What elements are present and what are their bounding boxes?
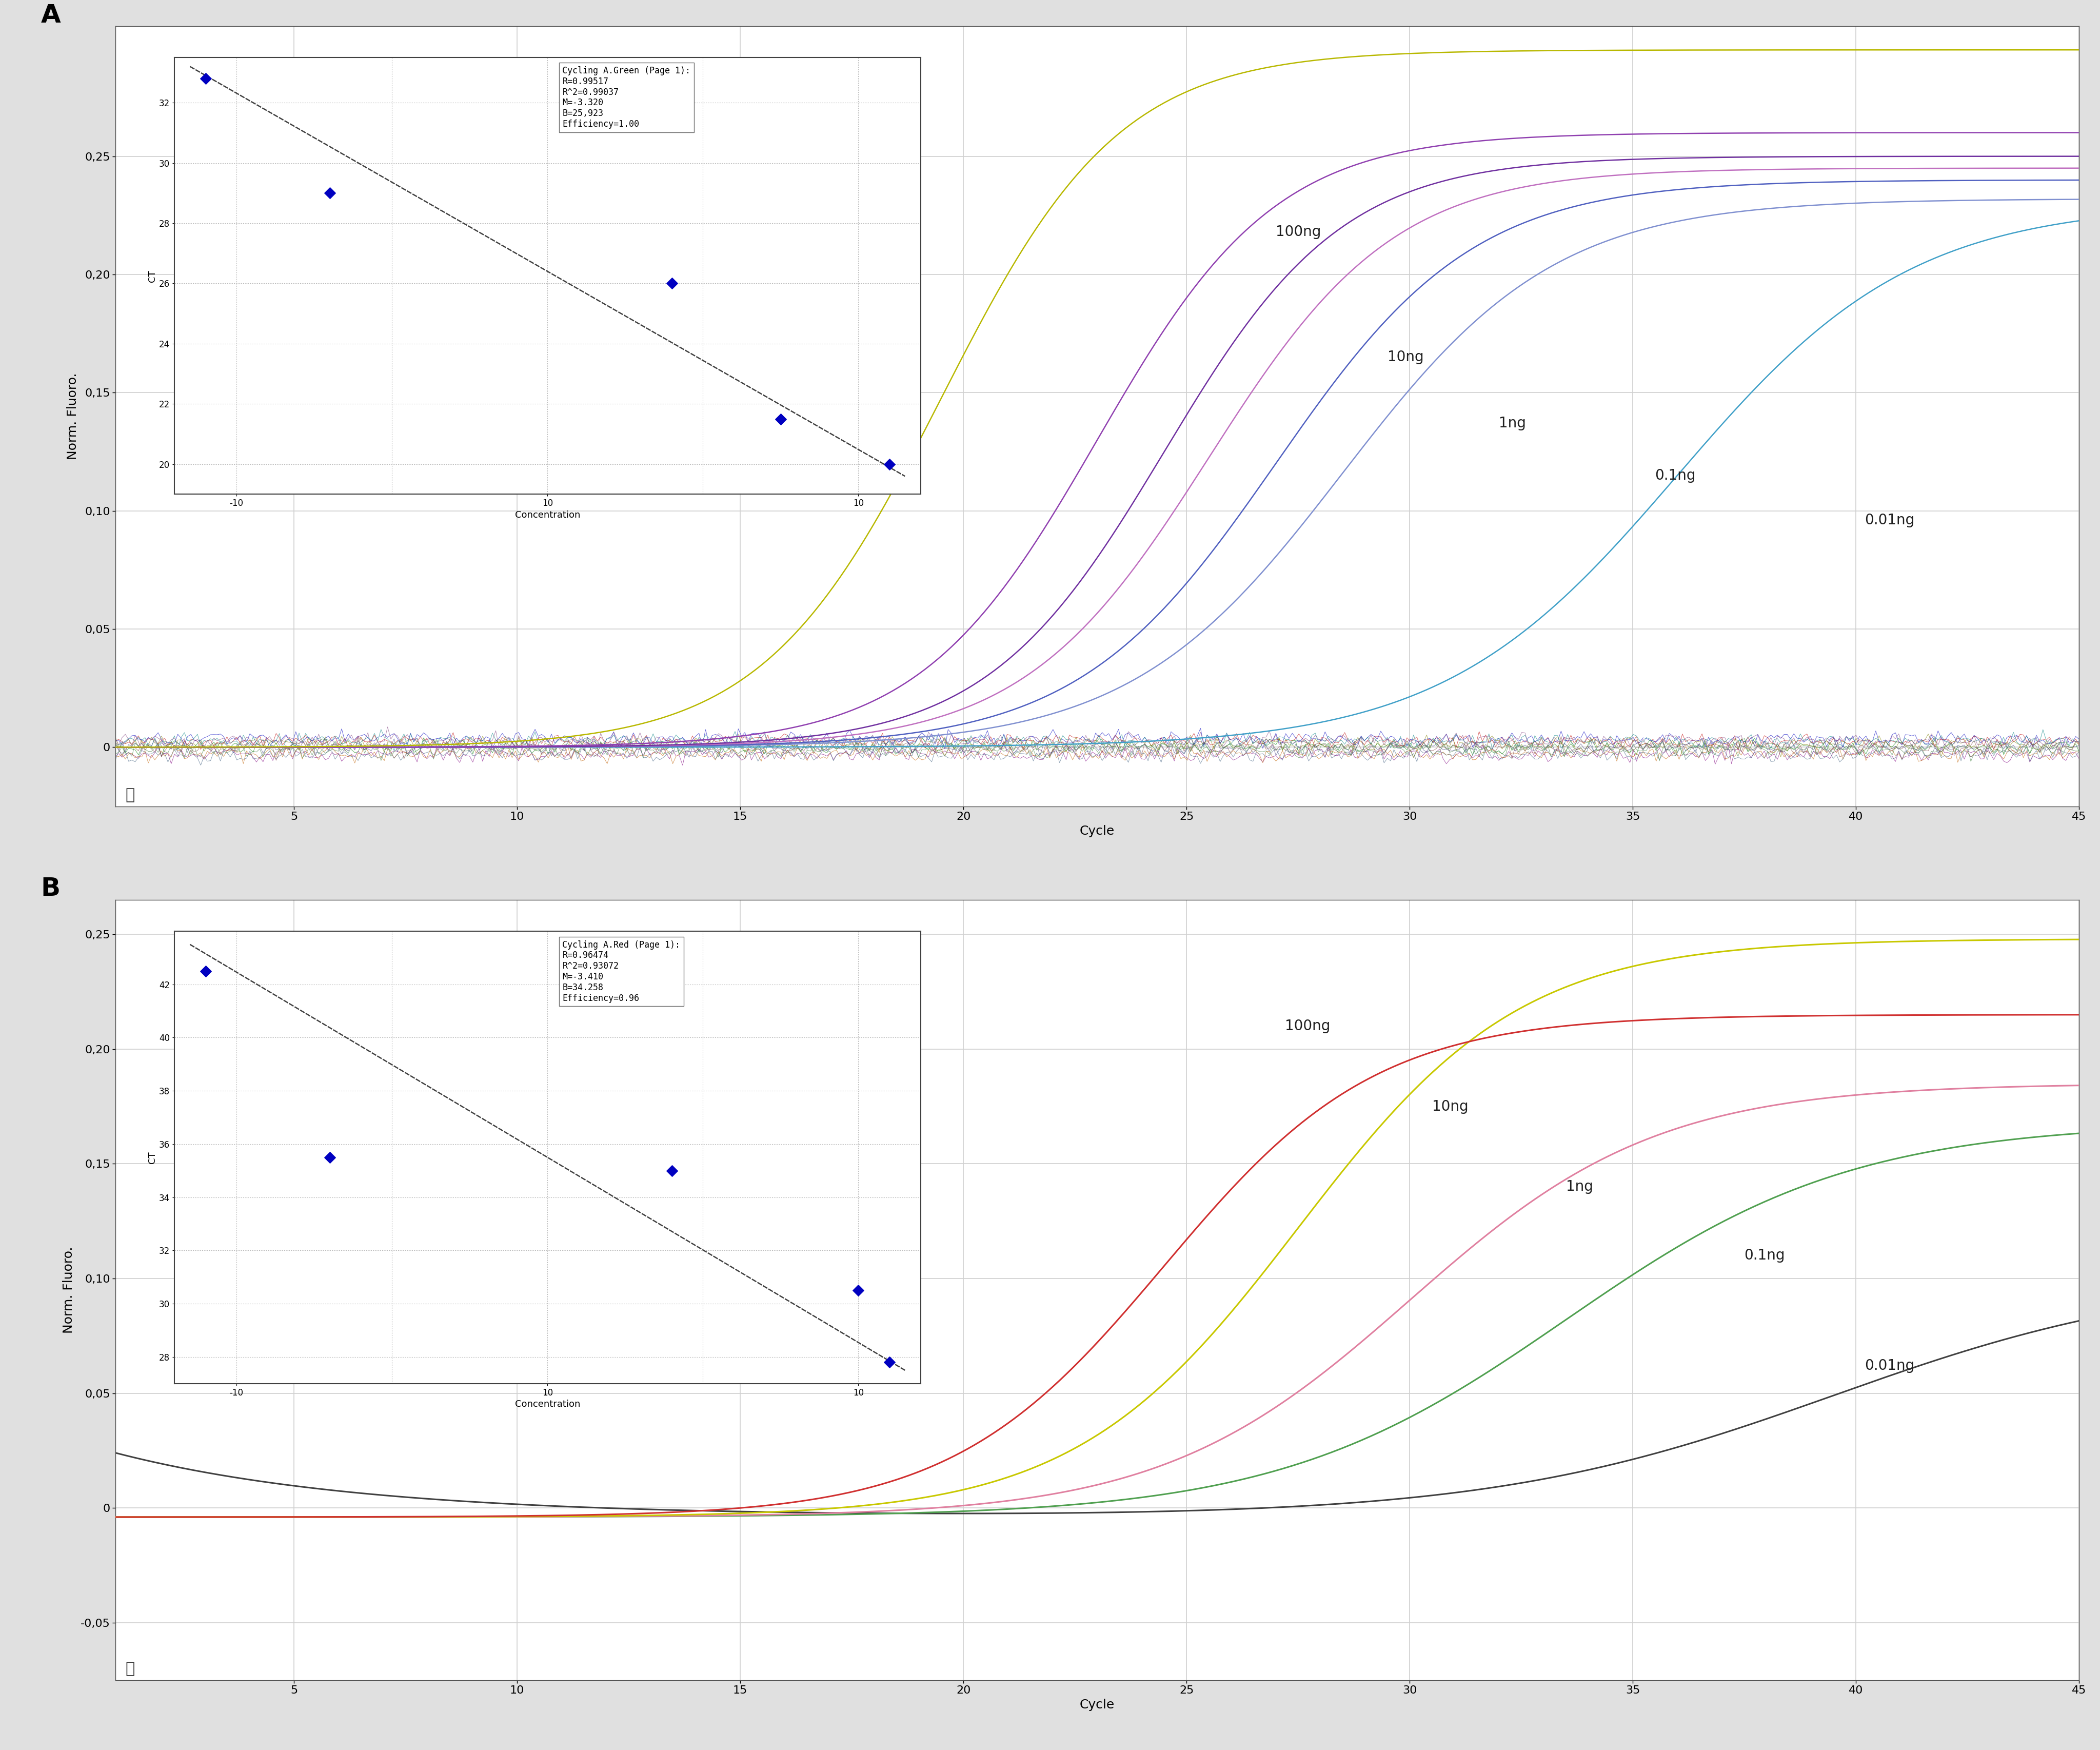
Text: 10ng: 10ng (1388, 350, 1424, 364)
Text: 0.01ng: 0.01ng (1865, 513, 1915, 527)
Text: 10ng: 10ng (1432, 1099, 1468, 1113)
Text: 0.1ng: 0.1ng (1745, 1248, 1785, 1264)
Text: 0.1ng: 0.1ng (1655, 469, 1697, 483)
Y-axis label: Norm. Fluoro.: Norm. Fluoro. (67, 373, 80, 460)
X-axis label: Cycle: Cycle (1079, 824, 1115, 836)
Text: 100ng: 100ng (1277, 224, 1321, 240)
Text: 100ng: 100ng (1285, 1018, 1329, 1032)
Text: ⌕: ⌕ (126, 788, 134, 803)
Text: ⌕: ⌕ (126, 1661, 134, 1676)
X-axis label: Cycle: Cycle (1079, 1699, 1115, 1712)
Text: 1ng: 1ng (1499, 417, 1527, 431)
Text: 1ng: 1ng (1567, 1180, 1594, 1194)
Text: A: A (40, 4, 61, 28)
Text: 0.01ng: 0.01ng (1865, 1358, 1915, 1372)
Y-axis label: Norm. Fluoro.: Norm. Fluoro. (63, 1246, 76, 1334)
Text: B: B (40, 877, 61, 901)
